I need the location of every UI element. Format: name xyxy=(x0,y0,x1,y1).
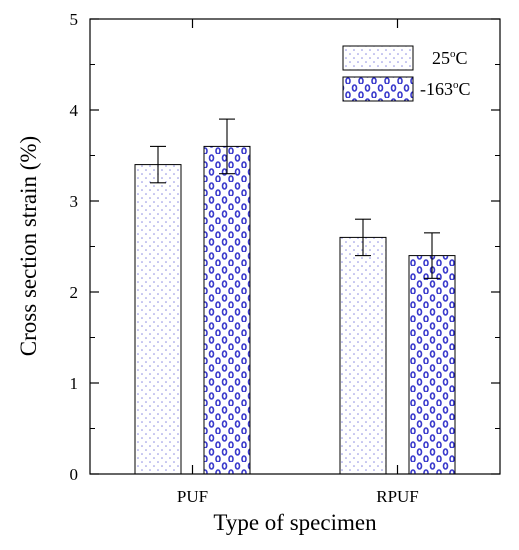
bar-rpuf-series-0 xyxy=(340,237,386,474)
bar-puf-series-0 xyxy=(135,165,181,474)
legend-swatch-minus163c xyxy=(343,77,413,101)
y-tick-label: 4 xyxy=(70,101,79,120)
y-tick-label: 0 xyxy=(70,465,79,484)
y-axis-title: Cross section strain (%) xyxy=(16,136,41,356)
legend: 25oC -163oC xyxy=(343,46,471,101)
x-tick-label: PUF xyxy=(177,487,208,506)
bar-rpuf-series-1 xyxy=(409,256,455,474)
y-tick-label: 3 xyxy=(70,192,79,211)
error-bars xyxy=(150,119,440,278)
bars xyxy=(135,146,455,474)
legend-label-25c: 25oC xyxy=(432,48,468,68)
x-axis-title: Type of specimen xyxy=(213,510,377,535)
x-tick-label: RPUF xyxy=(376,487,419,506)
legend-swatch-25c xyxy=(343,46,413,70)
y-tick-label: 5 xyxy=(70,10,79,29)
y-tick-label: 2 xyxy=(70,283,79,302)
y-tick-label: 1 xyxy=(70,374,79,393)
legend-label-minus163c: -163oC xyxy=(420,79,471,99)
bar-puf-series-1 xyxy=(204,146,250,474)
